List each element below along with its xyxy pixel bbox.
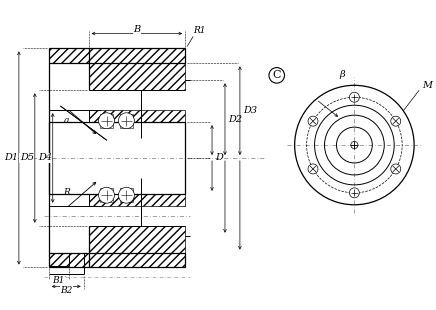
Circle shape (119, 187, 134, 203)
Text: C: C (272, 70, 281, 80)
Circle shape (391, 116, 401, 126)
Text: B1: B1 (52, 276, 65, 285)
Bar (49, 48, 89, 64)
Text: M: M (422, 81, 432, 90)
Text: a: a (64, 116, 69, 125)
Text: D: D (215, 153, 223, 162)
Text: B2: B2 (60, 286, 72, 295)
Text: D4: D4 (38, 153, 52, 162)
Circle shape (391, 164, 401, 174)
Text: B: B (133, 25, 140, 34)
Bar (89, 110, 185, 122)
Text: D1: D1 (4, 153, 18, 162)
Circle shape (119, 113, 134, 129)
Bar (89, 226, 185, 268)
Circle shape (308, 116, 318, 126)
Circle shape (99, 187, 115, 203)
Text: R1: R1 (193, 25, 206, 34)
Bar (89, 48, 185, 90)
Text: D2: D2 (228, 115, 242, 124)
Bar (119, 114, 133, 127)
Text: R: R (63, 188, 70, 197)
Circle shape (349, 188, 359, 198)
Circle shape (349, 92, 359, 102)
Bar (89, 194, 185, 206)
Text: D3: D3 (243, 106, 257, 115)
Bar (100, 114, 113, 127)
Circle shape (308, 164, 318, 174)
Text: β: β (340, 70, 345, 79)
Bar (119, 188, 133, 202)
Text: D5: D5 (20, 153, 34, 162)
Bar (49, 253, 89, 268)
Bar (100, 188, 113, 202)
Circle shape (99, 113, 115, 129)
